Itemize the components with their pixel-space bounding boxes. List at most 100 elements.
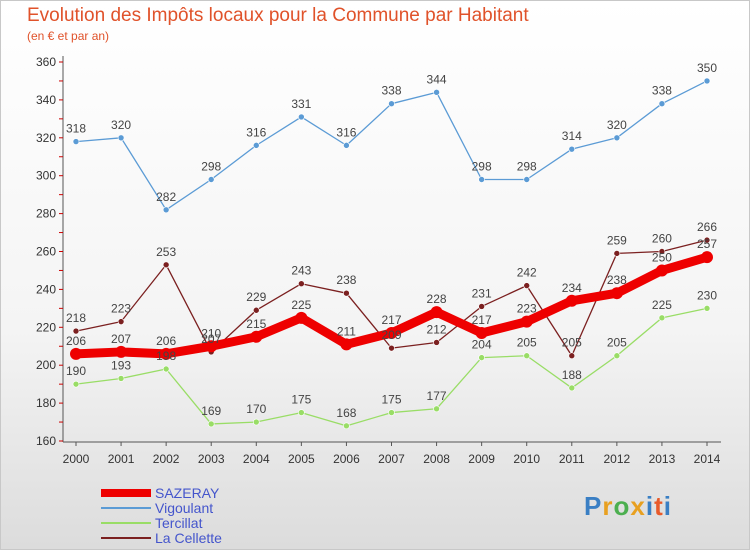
data-label-la-cellette: 243 [291, 264, 311, 278]
legend-label-sazeray: SAZERAY [155, 484, 220, 501]
y-tick-label: 200 [36, 358, 56, 372]
y-tick-label: 320 [36, 131, 56, 145]
legend-item: Tercillat [101, 515, 222, 530]
data-point-vigoulant [298, 113, 305, 121]
data-label-la-cellette: 218 [66, 311, 86, 325]
data-point-vigoulant [478, 176, 485, 183]
legend: SAZERAY Vigoulant Tercillat La Cellette [101, 485, 222, 545]
data-point-la-cellette [433, 339, 440, 346]
data-label-tercillat: 177 [427, 389, 447, 403]
chart-title: Evolution des Impôts locaux pour la Comm… [27, 5, 529, 26]
data-point-tercillat [658, 314, 666, 322]
data-point-la-cellette [252, 306, 260, 314]
x-tick-label: 2007 [378, 452, 405, 466]
data-point-vigoulant [162, 206, 170, 214]
x-tick-label: 2003 [198, 452, 225, 466]
data-label-sazeray: 210 [201, 326, 221, 340]
data-point-sazeray [385, 326, 398, 339]
legend-label-vigoulant: Vigoulant [155, 499, 214, 516]
x-tick-label: 2004 [243, 452, 270, 466]
data-point-tercillat [703, 305, 711, 312]
data-label-vigoulant: 350 [697, 61, 717, 75]
data-label-sazeray: 234 [562, 281, 582, 295]
data-label-sazeray: 223 [517, 302, 537, 316]
data-label-sazeray: 207 [111, 332, 131, 346]
data-label-sazeray: 228 [427, 292, 447, 306]
data-label-sazeray: 206 [66, 334, 86, 348]
data-label-tercillat: 198 [156, 349, 176, 363]
data-label-vigoulant: 314 [562, 129, 582, 143]
data-label-tercillat: 225 [652, 298, 672, 312]
data-label-la-cellette: 205 [562, 336, 582, 350]
data-label-la-cellette: 229 [246, 290, 266, 304]
data-point-tercillat [478, 354, 485, 361]
data-label-tercillat: 190 [66, 364, 86, 378]
data-point-sazeray [701, 251, 713, 264]
data-label-sazeray: 238 [607, 273, 627, 287]
data-label-la-cellette: 231 [472, 286, 492, 300]
data-point-la-cellette [117, 318, 125, 325]
data-label-vigoulant: 318 [66, 122, 86, 136]
data-label-tercillat: 169 [201, 404, 221, 418]
data-point-la-cellette [162, 261, 170, 269]
data-point-tercillat [568, 384, 576, 392]
legend-swatch-la-cellette [101, 537, 151, 540]
data-point-tercillat [72, 380, 80, 388]
y-tick-label: 220 [36, 320, 56, 334]
data-label-tercillat: 188 [562, 368, 582, 382]
data-label-vigoulant: 331 [291, 97, 311, 111]
x-tick-label: 2011 [559, 452, 585, 466]
data-label-la-cellette: 259 [607, 233, 627, 247]
data-point-sazeray [430, 306, 443, 319]
data-point-sazeray [340, 338, 353, 351]
data-point-la-cellette [613, 250, 621, 257]
data-point-tercillat [343, 422, 350, 430]
series-vigoulant [72, 77, 711, 214]
data-label-sazeray: 225 [291, 298, 311, 312]
x-tick-label: 2012 [604, 452, 631, 466]
legend-item: La Cellette [101, 530, 222, 545]
data-label-sazeray: 206 [156, 334, 176, 348]
data-point-tercillat [117, 375, 125, 382]
data-point-sazeray [565, 294, 578, 307]
x-tick-label: 2002 [153, 452, 180, 466]
legend-label-tercillat: Tercillat [155, 514, 203, 531]
data-label-sazeray: 257 [697, 237, 717, 251]
data-point-tercillat [162, 365, 170, 373]
data-label-vigoulant: 338 [381, 84, 401, 98]
data-label-la-cellette: 260 [652, 232, 672, 246]
data-label-sazeray: 217 [472, 313, 492, 327]
data-label-vigoulant: 298 [201, 159, 221, 173]
x-tick-label: 2005 [288, 452, 315, 466]
x-tick-label: 2014 [694, 452, 721, 466]
data-label-la-cellette: 238 [336, 273, 356, 287]
data-label-vigoulant: 338 [652, 84, 672, 98]
series-sazeray [70, 251, 713, 360]
legend-swatch-vigoulant [101, 507, 151, 510]
data-point-vigoulant [388, 100, 395, 107]
x-tick-label: 2008 [423, 452, 450, 466]
data-point-vigoulant [568, 145, 576, 153]
data-point-vigoulant [117, 134, 125, 142]
data-point-tercillat [613, 352, 621, 360]
data-label-sazeray: 211 [337, 324, 356, 338]
data-point-tercillat [207, 420, 215, 428]
data-point-la-cellette [388, 344, 395, 352]
series-tercillat [72, 305, 711, 430]
x-tick-label: 2013 [649, 452, 676, 466]
data-label-vigoulant: 298 [472, 159, 492, 173]
y-tick-label: 160 [36, 434, 56, 448]
data-label-tercillat: 230 [697, 288, 717, 302]
x-tick-label: 2001 [108, 452, 135, 466]
data-point-vigoulant [613, 134, 621, 142]
y-tick-label: 360 [36, 55, 56, 69]
series-layer: 318 320 282 298 316 331 316 338 344 298 298 314 320 3… [66, 61, 717, 430]
data-label-la-cellette: 266 [697, 220, 717, 234]
data-label-tercillat: 193 [111, 358, 131, 372]
data-point-sazeray [70, 347, 82, 360]
data-point-sazeray [250, 330, 263, 343]
data-label-tercillat: 175 [381, 393, 401, 407]
legend-swatch-tercillat [101, 522, 151, 525]
